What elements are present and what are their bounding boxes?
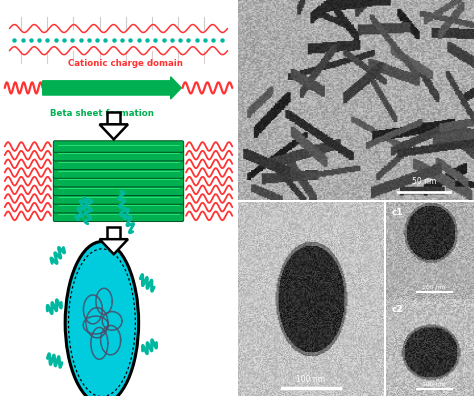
Polygon shape: [100, 124, 128, 139]
Text: Cationic charge domain: Cationic charge domain: [68, 59, 183, 68]
Text: Beta sheet formation: Beta sheet formation: [50, 109, 154, 118]
FancyBboxPatch shape: [53, 193, 184, 204]
FancyBboxPatch shape: [53, 210, 184, 221]
FancyBboxPatch shape: [53, 141, 184, 152]
FancyBboxPatch shape: [53, 158, 184, 169]
Ellipse shape: [65, 242, 138, 396]
Polygon shape: [107, 227, 120, 239]
Text: 100 nm: 100 nm: [422, 285, 446, 290]
FancyBboxPatch shape: [53, 202, 184, 213]
Text: 100 nm: 100 nm: [296, 375, 326, 385]
Text: 100 nm: 100 nm: [422, 382, 446, 387]
Text: c1: c1: [391, 208, 403, 217]
FancyBboxPatch shape: [53, 149, 184, 161]
FancyArrow shape: [43, 77, 181, 99]
Text: 50 nm: 50 nm: [412, 177, 437, 186]
FancyBboxPatch shape: [53, 175, 184, 187]
Polygon shape: [100, 239, 128, 254]
Text: c2: c2: [391, 305, 403, 314]
Polygon shape: [107, 112, 120, 124]
FancyBboxPatch shape: [53, 184, 184, 196]
FancyBboxPatch shape: [53, 167, 184, 178]
